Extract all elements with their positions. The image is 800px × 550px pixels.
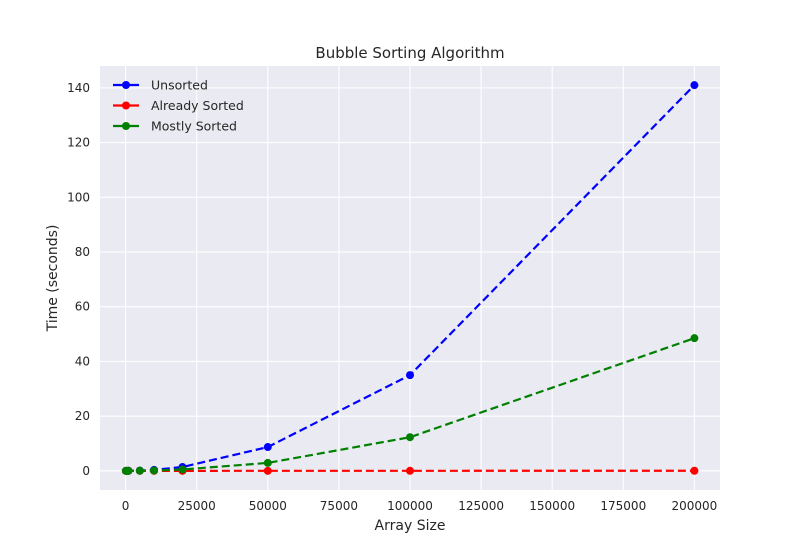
tick-labels: 0 25000 50000 75000 100000 125000 150000 175000…: [67, 81, 717, 513]
y-tick-label: 120: [67, 136, 90, 150]
x-tick-label: 0: [122, 499, 130, 513]
legend-item: Mostly Sorted: [113, 119, 237, 134]
x-tick-label: 150000: [529, 499, 575, 513]
data-point: [178, 465, 187, 474]
legend-label: Unsorted: [151, 78, 208, 93]
data-point: [406, 466, 414, 475]
data-point: [690, 334, 699, 343]
series-layer: [121, 81, 699, 475]
y-axis-label: Time (seconds): [45, 225, 61, 333]
x-tick-label: 25000: [178, 499, 216, 513]
x-tick-label: 50000: [249, 499, 287, 513]
y-tick-label: 0: [82, 464, 90, 478]
x-tick-label: 75000: [320, 499, 358, 513]
data-point: [263, 443, 272, 452]
y-tick-label: 20: [75, 409, 90, 423]
legend-label: Already Sorted: [151, 98, 244, 113]
x-tick-label: 175000: [600, 499, 646, 513]
data-point: [690, 81, 699, 90]
data-point: [406, 371, 414, 380]
data-point: [150, 466, 159, 475]
data-point: [263, 466, 272, 475]
series-mostly-sorted: [121, 334, 699, 475]
data-point: [406, 433, 414, 442]
legend: Unsorted Already Sorted Mostly Sorted: [113, 78, 244, 134]
chart-title: Bubble Sorting Algorithm: [315, 44, 504, 62]
y-tick-label: 60: [75, 300, 90, 314]
data-point: [124, 466, 133, 475]
data-point: [135, 466, 144, 475]
x-tick-label: 100000: [387, 499, 433, 513]
y-tick-label: 100: [67, 190, 90, 204]
legend-marker: [122, 122, 130, 130]
data-point: [690, 466, 699, 475]
x-tick-label: 200000: [671, 499, 717, 513]
data-point: [263, 458, 272, 467]
x-axis-label: Array Size: [375, 518, 446, 534]
y-tick-label: 80: [75, 245, 90, 259]
legend-marker: [122, 101, 130, 110]
legend-marker: [122, 81, 130, 89]
legend-item: Already Sorted: [113, 98, 244, 113]
x-tick-label: 125000: [458, 499, 504, 513]
y-tick-label: 40: [75, 354, 90, 368]
legend-item: Unsorted: [113, 78, 208, 93]
legend-label: Mostly Sorted: [151, 119, 237, 134]
y-tick-label: 140: [67, 81, 90, 95]
